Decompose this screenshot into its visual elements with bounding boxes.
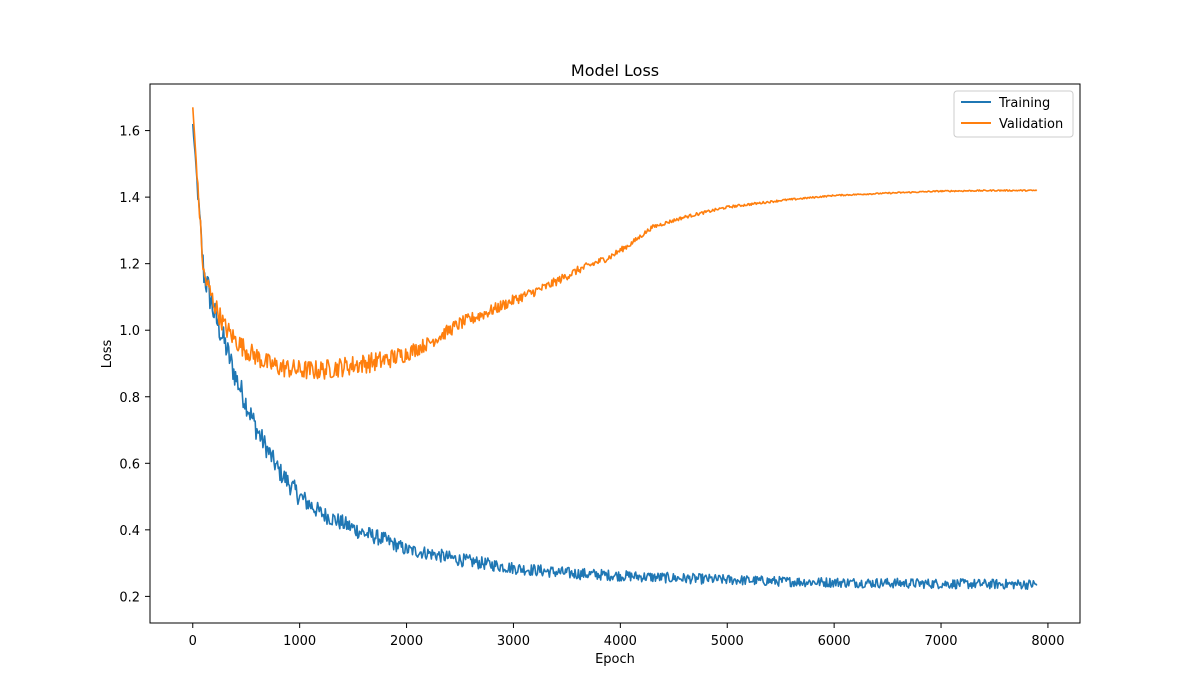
plot-frame <box>149 83 1081 624</box>
x-tick-label: 7000 <box>924 634 957 649</box>
y-tick-label: 0.4 <box>119 524 140 539</box>
series-lines <box>192 107 1038 590</box>
y-axis-label: Loss <box>100 340 115 369</box>
series-line-validation <box>192 107 1038 380</box>
chart-title: Model Loss <box>571 61 659 80</box>
legend-training-label: Training <box>998 96 1050 111</box>
x-tick-label: 3000 <box>497 634 530 649</box>
x-axis-label: Epoch <box>595 652 635 667</box>
y-tick-label: 0.6 <box>119 457 140 472</box>
y-tick-label: 1.0 <box>119 324 140 339</box>
x-tick-label: 8000 <box>1031 634 1064 649</box>
series-line-training <box>192 123 1038 590</box>
y-axis-ticks: 0.2 0.4 0.6 0.8 1.0 1.2 1.4 1.6 <box>119 125 150 605</box>
y-tick-label: 1.4 <box>119 191 140 206</box>
x-axis-ticks: 0 1000 2000 3000 4000 5000 6000 7000 8000 <box>189 623 1064 649</box>
y-tick-label: 0.2 <box>119 590 140 605</box>
x-tick-label: 1000 <box>283 634 316 649</box>
x-tick-label: 0 <box>189 634 197 649</box>
y-tick-label: 0.8 <box>119 391 140 406</box>
x-tick-label: 4000 <box>604 634 637 649</box>
y-tick-label: 1.2 <box>119 258 140 273</box>
x-tick-label: 2000 <box>390 634 423 649</box>
x-tick-label: 5000 <box>711 634 744 649</box>
x-tick-label: 6000 <box>818 634 851 649</box>
y-tick-label: 1.6 <box>119 125 140 140</box>
legend-validation-label: Validation <box>999 117 1063 132</box>
legend: Training Validation <box>953 90 1074 138</box>
